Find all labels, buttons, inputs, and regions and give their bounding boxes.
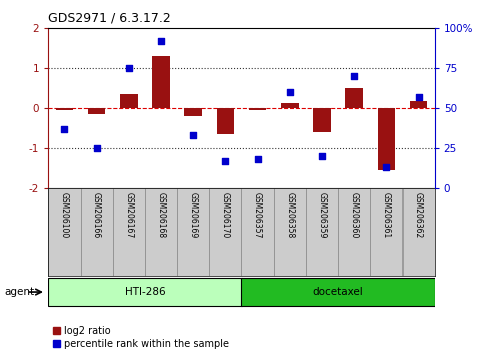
Legend: log2 ratio, percentile rank within the sample: log2 ratio, percentile rank within the s…	[53, 326, 229, 349]
Bar	[274, 188, 306, 276]
Bar	[338, 188, 370, 276]
Point	[318, 153, 326, 159]
Point	[157, 38, 165, 44]
Bar	[185, 108, 202, 116]
Text: GSM206167: GSM206167	[124, 192, 133, 238]
Bar	[378, 108, 395, 170]
Bar	[56, 108, 73, 110]
Point	[60, 126, 68, 132]
Point	[286, 89, 294, 95]
Bar	[145, 188, 177, 276]
Bar	[81, 188, 113, 276]
Point	[350, 73, 358, 79]
Text: HTI-286: HTI-286	[125, 287, 165, 297]
Bar	[242, 188, 274, 276]
Point	[93, 145, 100, 151]
Text: GSM206168: GSM206168	[156, 192, 166, 238]
Bar	[281, 103, 298, 108]
Bar	[216, 108, 234, 134]
Text: GSM206359: GSM206359	[317, 192, 327, 239]
Text: GSM206170: GSM206170	[221, 192, 230, 238]
Text: GSM206100: GSM206100	[60, 192, 69, 238]
Bar	[313, 108, 331, 132]
Bar	[48, 278, 242, 306]
Point	[415, 94, 423, 100]
Text: agent: agent	[5, 287, 35, 297]
Bar	[402, 188, 435, 276]
Bar	[249, 108, 267, 110]
Bar	[345, 88, 363, 108]
Bar	[242, 278, 435, 306]
Bar	[152, 56, 170, 108]
Bar	[177, 188, 209, 276]
Bar	[48, 188, 81, 276]
Bar	[88, 108, 105, 114]
Text: GDS2971 / 6.3.17.2: GDS2971 / 6.3.17.2	[48, 12, 171, 25]
Bar	[370, 188, 402, 276]
Text: GSM206358: GSM206358	[285, 192, 294, 238]
Bar	[209, 188, 242, 276]
Point	[383, 164, 390, 170]
Text: GSM206169: GSM206169	[189, 192, 198, 238]
Text: GSM206166: GSM206166	[92, 192, 101, 238]
Point	[125, 65, 133, 71]
Bar	[306, 188, 338, 276]
Point	[254, 156, 261, 162]
Text: docetaxel: docetaxel	[313, 287, 364, 297]
Bar	[120, 94, 138, 108]
Text: GSM206357: GSM206357	[253, 192, 262, 239]
Text: GSM206362: GSM206362	[414, 192, 423, 238]
Point	[222, 158, 229, 164]
Text: GSM206360: GSM206360	[350, 192, 359, 239]
Point	[189, 132, 197, 138]
Bar	[410, 101, 427, 108]
Bar	[113, 188, 145, 276]
Text: GSM206361: GSM206361	[382, 192, 391, 238]
